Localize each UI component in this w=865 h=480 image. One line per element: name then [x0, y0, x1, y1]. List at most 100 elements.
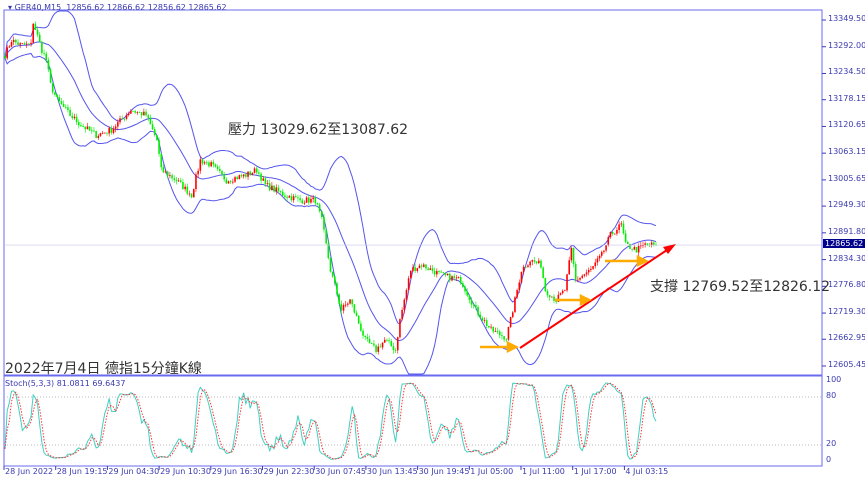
candle	[95, 130, 97, 139]
candle	[127, 111, 130, 117]
candle	[407, 275, 410, 291]
candle	[635, 246, 638, 253]
y-tick-label: 13234.50	[828, 67, 865, 77]
candle	[603, 250, 605, 254]
x-tick-label: 29 Jun 04:30	[108, 467, 160, 476]
candle	[119, 115, 121, 125]
candle	[334, 274, 336, 286]
candle	[364, 335, 367, 341]
candle	[431, 264, 434, 274]
candle	[416, 267, 419, 273]
stoch-tick-label: 20	[826, 439, 837, 448]
candle	[453, 273, 455, 281]
candle	[503, 335, 505, 343]
candle	[449, 272, 451, 283]
candle	[275, 184, 278, 195]
candle	[177, 177, 180, 182]
candle	[442, 271, 445, 274]
drawings[interactable]	[480, 244, 676, 354]
candle	[134, 109, 136, 114]
candle	[464, 284, 466, 295]
candle	[496, 327, 499, 335]
candle	[255, 166, 258, 175]
candle	[379, 343, 382, 348]
candle	[297, 194, 299, 202]
last-price-label: 12865.62	[823, 239, 865, 248]
candle	[522, 264, 525, 275]
candle	[492, 326, 495, 334]
candle	[242, 174, 245, 179]
candle	[629, 243, 631, 250]
x-tick-label: 30 Jun 07:45	[315, 467, 367, 476]
x-tick-label: 30 Jun 13:45	[366, 467, 418, 476]
x-tick-label: 30 Jun 19:45	[418, 467, 470, 476]
candle	[438, 269, 440, 275]
candle	[80, 121, 82, 127]
candle	[45, 51, 48, 63]
candle	[58, 94, 61, 104]
candle	[535, 261, 538, 265]
candle	[301, 198, 304, 205]
candle	[219, 165, 221, 174]
candle	[566, 273, 568, 293]
candle	[38, 31, 41, 43]
candle	[121, 115, 123, 120]
candle	[164, 169, 167, 174]
candle	[353, 303, 356, 314]
candle	[501, 331, 503, 340]
candle	[249, 170, 252, 176]
candle	[585, 269, 588, 277]
candle	[30, 39, 32, 47]
candle	[370, 342, 373, 345]
candle	[214, 163, 217, 168]
stoch-title: Stoch(5,3,3) 81.0811 69.6437	[5, 379, 126, 388]
candle	[286, 194, 288, 202]
candle	[19, 42, 21, 49]
candle	[592, 266, 594, 271]
x-tick-label: 1 Jul 11:00	[522, 467, 565, 476]
y-tick-label: 13063.15	[828, 147, 865, 157]
y-tick-label: 13349.50	[828, 14, 865, 23]
y-tick-label: 12949.30	[828, 200, 865, 210]
candle	[169, 172, 171, 179]
candle	[423, 262, 425, 268]
support-trendline-arrow[interactable]	[519, 247, 671, 349]
candle	[88, 126, 91, 132]
candle	[101, 131, 104, 135]
candle	[84, 126, 87, 133]
candle	[616, 227, 618, 236]
candle	[405, 288, 408, 302]
candle	[136, 111, 139, 115]
candle	[171, 173, 173, 182]
trendline-arrowhead-icon	[663, 244, 676, 254]
candle	[444, 272, 447, 277]
candle	[186, 183, 189, 196]
candle	[468, 294, 471, 304]
candle	[232, 178, 234, 185]
candle	[123, 118, 126, 122]
chart-header: ▾ GER40,M15 12856.62 12866.62 12856.62 1…	[8, 3, 227, 12]
candle	[147, 113, 150, 122]
candle	[399, 318, 401, 339]
candle	[574, 261, 577, 283]
y-tick-label: 13120.65	[828, 120, 865, 130]
candle	[75, 113, 78, 125]
stoch-signal-line	[4, 382, 657, 460]
candle	[188, 190, 191, 197]
candle	[394, 347, 397, 353]
candle	[540, 259, 542, 269]
candle	[420, 263, 423, 270]
candle	[108, 126, 110, 137]
candles	[4, 21, 657, 355]
y-tick-label: 12662.95	[828, 333, 865, 343]
x-tick-label: 28 Jun 19:15	[56, 467, 108, 476]
candle	[611, 231, 614, 236]
candle	[546, 288, 549, 298]
candle	[347, 302, 349, 308]
x-tick-label: 4 Jul 03:15	[625, 467, 669, 476]
candle	[559, 292, 562, 296]
candle	[262, 175, 265, 182]
candle	[114, 124, 117, 133]
bollinger-bands	[4, 10, 657, 375]
